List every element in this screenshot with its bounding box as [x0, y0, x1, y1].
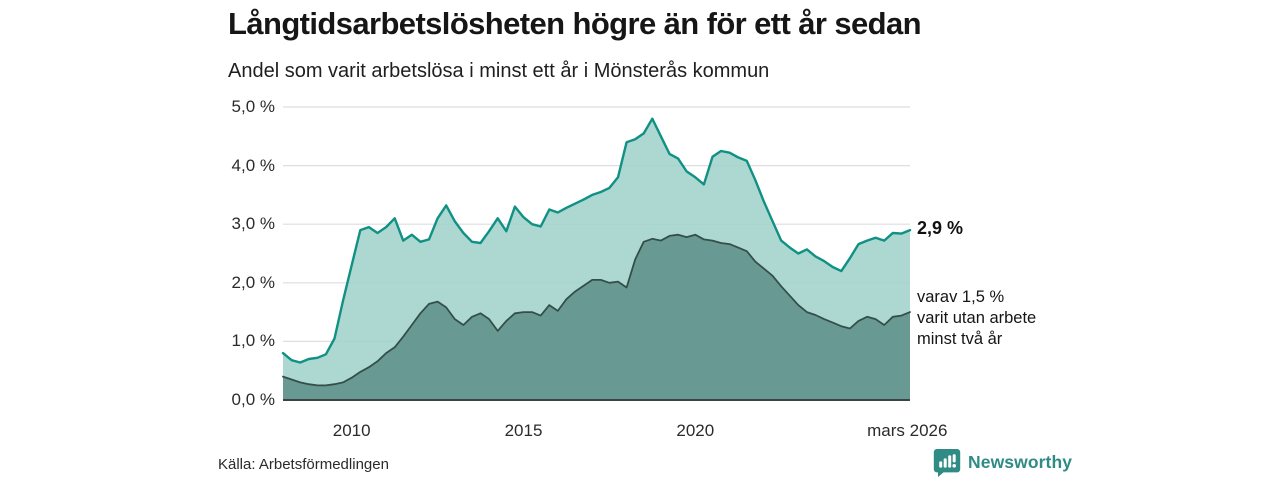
newsworthy-logo: Newsworthy — [933, 448, 1072, 477]
source-note: Källa: Arbetsförmedlingen — [218, 456, 389, 473]
breakdown-line: varit utan arbete — [917, 309, 1037, 327]
end-label-total: 2,9 % — [917, 218, 964, 238]
bar-chart-speech-bubble-icon — [933, 449, 961, 477]
y-tick-label: 4,0 % — [231, 155, 275, 175]
y-tick-label: 0,0 % — [231, 390, 275, 409]
page-title: Långtidsarbetslösheten högre än för ett … — [228, 6, 922, 41]
y-tick-label: 5,0 % — [231, 97, 275, 116]
end-label-breakdown: varav 1,5 % varit utan arbete minst två … — [917, 287, 1036, 350]
x-tick-label: 2015 — [504, 421, 543, 440]
breakdown-line: varav 1,5 % — [917, 288, 1005, 306]
y-tick-label: 1,0 % — [231, 331, 275, 351]
newsworthy-wordmark: Newsworthy — [968, 452, 1073, 472]
page-subtitle: Andel som varit arbetslösa i minst ett å… — [228, 60, 770, 82]
x-tick-label: 2010 — [332, 421, 371, 440]
y-tick-label: 3,0 % — [231, 214, 275, 234]
breakdown-line: minst två år — [917, 330, 1003, 348]
x-tick-label: 2020 — [676, 421, 715, 440]
y-tick-label: 2,0 % — [231, 272, 275, 292]
x-tick-label: mars 2026 — [867, 421, 948, 440]
